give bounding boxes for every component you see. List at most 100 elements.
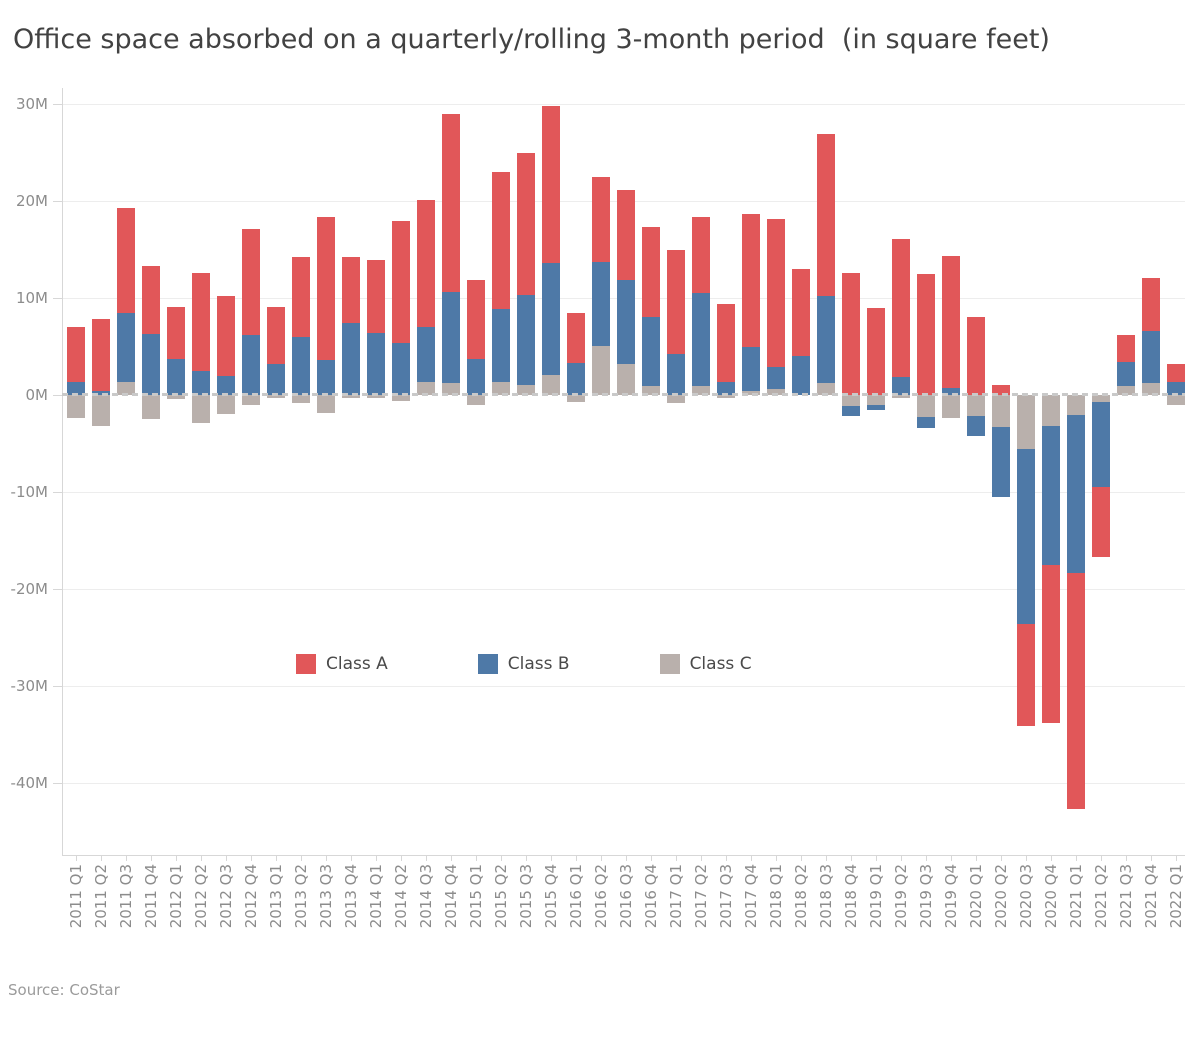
- bar-segment-class-c[interactable]: [866, 394, 885, 405]
- bar-segment-class-b[interactable]: [216, 376, 235, 395]
- bar-segment-class-c[interactable]: [241, 394, 260, 405]
- bar-segment-class-c[interactable]: [116, 382, 135, 395]
- bar-segment-class-b[interactable]: [591, 261, 610, 347]
- bar-segment-class-c[interactable]: [916, 394, 935, 418]
- bar-segment-class-c[interactable]: [441, 383, 460, 395]
- bar-segment-class-c[interactable]: [66, 394, 85, 419]
- bar-segment-class-a[interactable]: [191, 273, 210, 371]
- bar-segment-class-b[interactable]: [266, 363, 285, 395]
- bar-segment-class-c[interactable]: [91, 394, 110, 426]
- bar-segment-class-b[interactable]: [191, 370, 210, 395]
- bar-segment-class-c[interactable]: [491, 382, 510, 395]
- bar-segment-class-c[interactable]: [1091, 394, 1110, 402]
- bar-segment-class-a[interactable]: [1116, 334, 1135, 362]
- bar-segment-class-b[interactable]: [741, 347, 760, 391]
- bar-segment-class-b[interactable]: [291, 336, 310, 395]
- bar-segment-class-c[interactable]: [816, 383, 835, 395]
- legend-item-class-a[interactable]: Class A: [296, 653, 388, 675]
- bar-segment-class-a[interactable]: [816, 133, 835, 296]
- bar-segment-class-c[interactable]: [1016, 394, 1035, 450]
- bar-segment-class-c[interactable]: [216, 394, 235, 415]
- bar-segment-class-c[interactable]: [1141, 383, 1160, 395]
- bar-segment-class-b[interactable]: [391, 343, 410, 395]
- bar-segment-class-b[interactable]: [1066, 415, 1085, 574]
- bar-segment-class-b[interactable]: [91, 390, 110, 395]
- bar-segment-class-a[interactable]: [116, 208, 135, 314]
- bar-segment-class-a[interactable]: [491, 172, 510, 310]
- bar-segment-class-b[interactable]: [166, 358, 185, 395]
- bar-segment-class-c[interactable]: [1166, 394, 1185, 405]
- bar-segment-class-c[interactable]: [466, 394, 485, 405]
- bar-segment-class-b[interactable]: [816, 295, 835, 384]
- bar-segment-class-a[interactable]: [1166, 363, 1185, 383]
- bar-segment-class-b[interactable]: [1166, 382, 1185, 395]
- bar-segment-class-b[interactable]: [1016, 449, 1035, 624]
- bar-segment-class-b[interactable]: [1141, 330, 1160, 384]
- bar-segment-class-c[interactable]: [991, 394, 1010, 427]
- bar-segment-class-b[interactable]: [841, 406, 860, 417]
- legend-item-class-b[interactable]: Class B: [477, 653, 570, 675]
- bar-segment-class-b[interactable]: [791, 355, 810, 395]
- bar-segment-class-c[interactable]: [316, 394, 335, 414]
- bar-segment-class-b[interactable]: [116, 313, 135, 383]
- bar-segment-class-c[interactable]: [691, 386, 710, 395]
- bar-segment-class-c[interactable]: [566, 394, 585, 402]
- bar-segment-class-a[interactable]: [1091, 487, 1110, 557]
- bar-segment-class-c[interactable]: [291, 394, 310, 403]
- bar-segment-class-c[interactable]: [841, 394, 860, 407]
- bar-segment-class-b[interactable]: [766, 366, 785, 389]
- bar-segment-class-a[interactable]: [416, 199, 435, 327]
- bar-segment-class-c[interactable]: [1041, 394, 1060, 426]
- bar-segment-class-a[interactable]: [841, 273, 860, 395]
- bar-segment-class-b[interactable]: [691, 292, 710, 387]
- bar-segment-class-a[interactable]: [441, 114, 460, 292]
- bar-segment-class-b[interactable]: [716, 382, 735, 395]
- bar-segment-class-b[interactable]: [366, 332, 385, 395]
- bar-segment-class-a[interactable]: [666, 250, 685, 354]
- bar-segment-class-a[interactable]: [791, 268, 810, 356]
- bar-segment-class-c[interactable]: [641, 386, 660, 395]
- bar-segment-class-a[interactable]: [766, 219, 785, 367]
- bar-segment-class-a[interactable]: [1066, 573, 1085, 810]
- bar-segment-class-a[interactable]: [916, 274, 935, 395]
- bar-segment-class-b[interactable]: [916, 417, 935, 428]
- bar-segment-class-c[interactable]: [666, 394, 685, 403]
- bar-segment-class-c[interactable]: [1116, 386, 1135, 395]
- bar-segment-class-a[interactable]: [241, 228, 260, 335]
- bar-segment-class-a[interactable]: [466, 280, 485, 359]
- bar-segment-class-a[interactable]: [91, 319, 110, 391]
- bar-segment-class-b[interactable]: [866, 404, 885, 411]
- bar-segment-class-b[interactable]: [516, 294, 535, 386]
- bar-segment-class-c[interactable]: [141, 394, 160, 420]
- bar-segment-class-a[interactable]: [541, 106, 560, 263]
- bar-segment-class-b[interactable]: [541, 262, 560, 376]
- bar-segment-class-b[interactable]: [316, 359, 335, 395]
- bar-segment-class-b[interactable]: [566, 362, 585, 395]
- bar-segment-class-c[interactable]: [616, 363, 635, 395]
- bar-segment-class-a[interactable]: [616, 189, 635, 281]
- bar-segment-class-a[interactable]: [991, 385, 1010, 395]
- bar-segment-class-c[interactable]: [166, 394, 185, 399]
- bar-segment-class-a[interactable]: [891, 239, 910, 378]
- bar-segment-class-a[interactable]: [66, 326, 85, 383]
- bar-segment-class-b[interactable]: [616, 280, 635, 364]
- bar-segment-class-c[interactable]: [541, 375, 560, 395]
- bar-segment-class-a[interactable]: [1141, 278, 1160, 331]
- bar-segment-class-a[interactable]: [1041, 564, 1060, 723]
- bar-segment-class-a[interactable]: [216, 295, 235, 377]
- bar-segment-class-a[interactable]: [316, 217, 335, 360]
- bar-segment-class-a[interactable]: [166, 307, 185, 359]
- bar-segment-class-b[interactable]: [66, 382, 85, 395]
- bar-segment-class-a[interactable]: [591, 177, 610, 262]
- bar-segment-class-c[interactable]: [391, 394, 410, 401]
- bar-segment-class-b[interactable]: [966, 416, 985, 436]
- bar-segment-class-b[interactable]: [991, 426, 1010, 497]
- bar-segment-class-a[interactable]: [1016, 623, 1035, 726]
- bar-segment-class-a[interactable]: [741, 214, 760, 348]
- bar-segment-class-c[interactable]: [591, 346, 610, 395]
- bar-segment-class-a[interactable]: [516, 153, 535, 295]
- bar-segment-class-a[interactable]: [641, 226, 660, 318]
- bar-segment-class-b[interactable]: [441, 291, 460, 384]
- legend-item-class-c[interactable]: Class C: [659, 653, 752, 675]
- bar-segment-class-b[interactable]: [666, 354, 685, 395]
